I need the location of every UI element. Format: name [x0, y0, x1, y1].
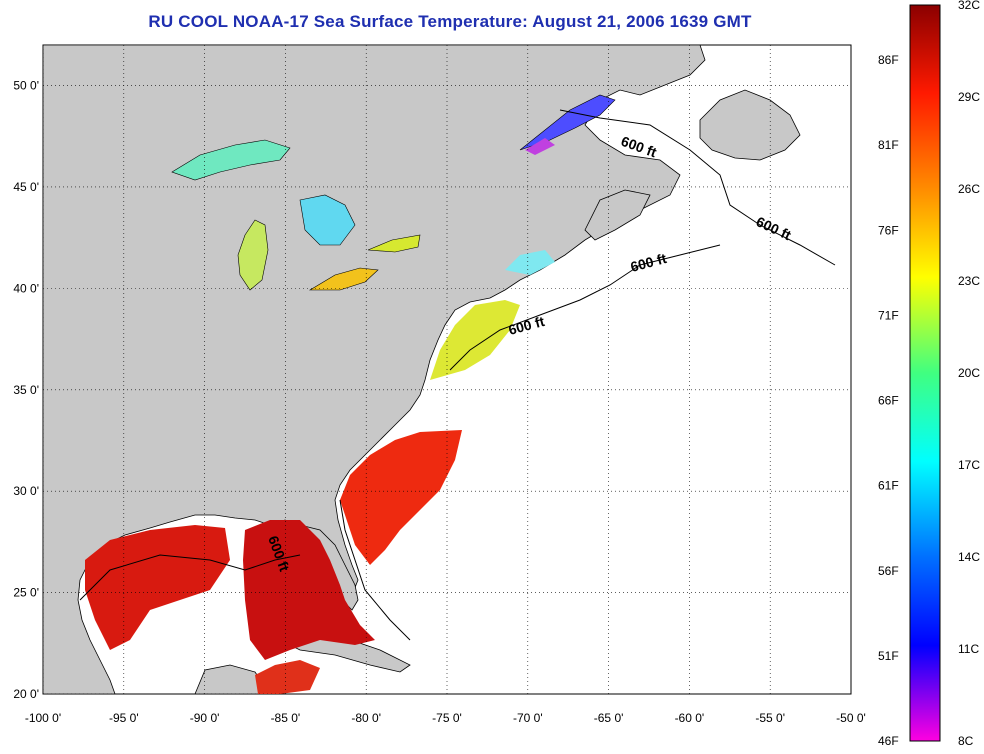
- st-lawrence-sst-warm: [525, 138, 555, 155]
- lake-ontario-sst: [367, 234, 421, 253]
- se-shelf-sst: [340, 430, 462, 565]
- colorbar-celsius-label: 29C: [958, 90, 980, 104]
- colorbar-fahrenheit-label: 81F: [878, 138, 899, 152]
- axis-ticks: -100 0' -95 0' -90 0' -85 0' -80 0' -75 0' -70…: [13, 79, 865, 725]
- colorbar-celsius-label: 26C: [958, 182, 980, 196]
- isobath-600ft-gulf: [79, 554, 301, 601]
- lon-tick-label: -55 0': [755, 711, 785, 725]
- lon-tick-label: -100 0': [25, 711, 61, 725]
- colorbar-fahrenheit-label: 71F: [878, 308, 899, 322]
- colorbar-fahrenheit-label: 76F: [878, 223, 899, 237]
- map-title: RU COOL NOAA-17 Sea Surface Temperature:…: [148, 12, 752, 31]
- isobath-600ft-florida: [339, 499, 411, 641]
- colorbar-celsius-label: 8C: [958, 734, 974, 748]
- lat-tick-label: 45 0': [13, 180, 39, 194]
- colorbar-fahrenheit-label: 61F: [878, 479, 899, 493]
- lon-tick-label: -65 0': [594, 711, 624, 725]
- lat-tick-label: 40 0': [13, 281, 39, 295]
- land-nova-scotia: [584, 189, 651, 241]
- lake-michigan-sst: [237, 219, 269, 291]
- lon-tick-label: -70 0': [513, 711, 543, 725]
- lat-tick-label: 30 0': [13, 484, 39, 498]
- lat-tick-label: 35 0': [13, 383, 39, 397]
- colorbar-celsius-label: 20C: [958, 366, 980, 380]
- colorbar-celsius-label: 11C: [958, 642, 979, 656]
- lon-tick-label: -75 0': [432, 711, 462, 725]
- colorbar-fahrenheit-label: 86F: [878, 53, 899, 67]
- colorbar-celsius-label: 17C: [958, 458, 980, 472]
- colorbar-fahrenheit-label: 46F: [878, 734, 899, 748]
- colorbar-celsius-label: 32C: [958, 0, 980, 12]
- lon-tick-label: -50 0': [836, 711, 866, 725]
- lon-tick-label: -90 0': [190, 711, 220, 725]
- lon-tick-label: -85 0': [271, 711, 301, 725]
- lon-tick-label: -60 0': [675, 711, 705, 725]
- colorbar-fahrenheit-label: 56F: [878, 564, 899, 578]
- land-newfoundland: [699, 89, 801, 161]
- lat-tick-label: 50 0': [13, 79, 39, 93]
- lat-tick-label: 25 0': [13, 586, 39, 600]
- colorbar-celsius-label: 14C: [958, 550, 980, 564]
- isobath-600ft-shelf: [449, 244, 721, 371]
- lon-tick-label: -95 0': [109, 711, 139, 725]
- colorbar-celsius-label: 23C: [958, 274, 980, 288]
- gulf-of-mexico-sst-east: [243, 520, 375, 660]
- caribbean-sst: [255, 660, 320, 694]
- isobath-600ft: [559, 109, 836, 266]
- gulf-of-maine-sst: [505, 250, 555, 275]
- map-gridlines: [42, 45, 852, 695]
- st-lawrence-sst: [519, 94, 616, 151]
- colorbar-labels: 32C 29C 26C 23C 20C 17C 14C 11C 8C 86F 81F 76F 71F 66…: [878, 0, 980, 748]
- lake-huron-sst: [299, 194, 356, 246]
- land-yucatan: [194, 664, 271, 695]
- colorbar: [909, 4, 941, 742]
- lat-tick-label: 20 0': [13, 687, 39, 701]
- lake-superior-sst: [171, 139, 291, 181]
- colorbar-fahrenheit-label: 66F: [878, 394, 899, 408]
- colorbar-fahrenheit-label: 51F: [878, 649, 899, 663]
- ne-shelf-sst: [430, 300, 520, 380]
- lake-erie-sst: [308, 267, 379, 291]
- lon-tick-label: -80 0': [351, 711, 381, 725]
- gulf-of-mexico-sst-west: [85, 525, 230, 650]
